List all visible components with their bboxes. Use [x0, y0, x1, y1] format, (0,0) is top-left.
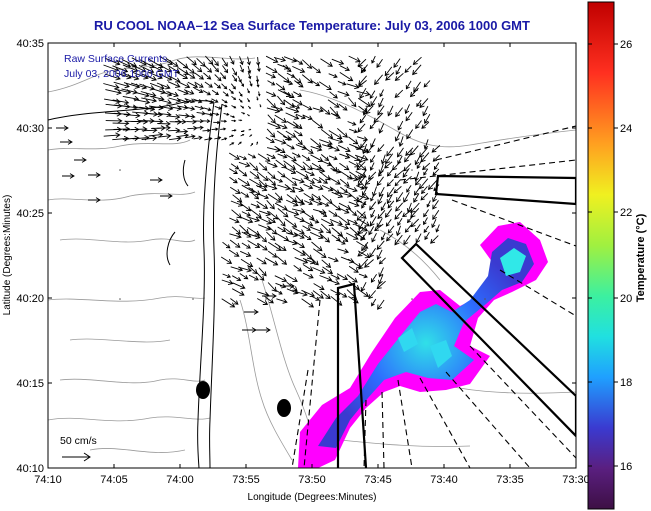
colorbar-tick-label: 26: [620, 39, 632, 51]
colorbar-label: Temperature (°C): [635, 213, 647, 302]
colorbar: 26 24 22 20 18 16 Temperature (°C): [587, 1, 647, 510]
grid-dots: [119, 169, 486, 300]
colorbar-tick-label: 16: [620, 461, 632, 473]
scale-arrow: [62, 452, 91, 462]
x-tick-label: 73:50: [298, 474, 326, 486]
legend-line-1: Raw Surface Currents: [64, 53, 167, 65]
x-tick-label: 73:30: [562, 474, 590, 486]
y-tick-label: 40:30: [16, 123, 44, 135]
y-axis-label: Latitude (Degrees:Minutes): [2, 195, 13, 316]
radar-site-2: [277, 399, 291, 417]
y-tick-label: 40:20: [16, 293, 44, 305]
transect-box-diagonal: [400, 242, 576, 438]
x-axis-label: Longitude (Degrees:Minutes): [248, 492, 377, 503]
y-axis: 40:35 40:30 40:25 40:20 40:15 40:10: [16, 38, 576, 475]
colorbar-ramp: [587, 1, 615, 510]
colorbar-tick-label: 20: [620, 293, 632, 305]
y-tick-label: 40:10: [16, 463, 44, 475]
transect-boxes: [336, 174, 576, 468]
y-tick-label: 40:25: [16, 208, 44, 220]
colorbar-tick-label: 24: [620, 123, 632, 135]
colorbar-tick-label: 22: [620, 207, 632, 219]
x-tick-label: 73:55: [232, 474, 260, 486]
current-vectors: [56, 55, 441, 333]
transect-box-east: [434, 174, 576, 206]
x-tick-label: 73:40: [430, 474, 458, 486]
x-tick-label: 74:00: [166, 474, 194, 486]
x-tick-label: 73:45: [364, 474, 392, 486]
radial-dashed-lines: [291, 125, 576, 468]
map-title: RU COOL NOAA–12 Sea Surface Temperature:…: [94, 18, 530, 33]
x-axis: 74:10 74:05 74:00 73:55 73:50 73:45 73:40 73:35…: [34, 43, 590, 486]
x-tick-label: 74:10: [34, 474, 62, 486]
x-tick-label: 73:35: [496, 474, 524, 486]
scale-label: 50 cm/s: [60, 435, 97, 447]
transect-box-south: [336, 282, 368, 468]
colorbar-ticks: 26 24 22 20 18 16: [588, 39, 632, 473]
y-tick-label: 40:35: [16, 38, 44, 50]
sst-patches: [298, 222, 548, 468]
map-plot-area: Raw Surface Currents July 03, 2006 1000 …: [48, 43, 576, 468]
colorbar-tick-label: 18: [620, 377, 632, 389]
radar-site-1: [196, 381, 210, 399]
coastline: [48, 100, 223, 468]
radar-sites: [196, 381, 291, 417]
legend-line-2: July 03, 2006 1000 GMT: [64, 68, 180, 80]
y-tick-label: 40:15: [16, 378, 44, 390]
x-tick-label: 74:05: [100, 474, 128, 486]
